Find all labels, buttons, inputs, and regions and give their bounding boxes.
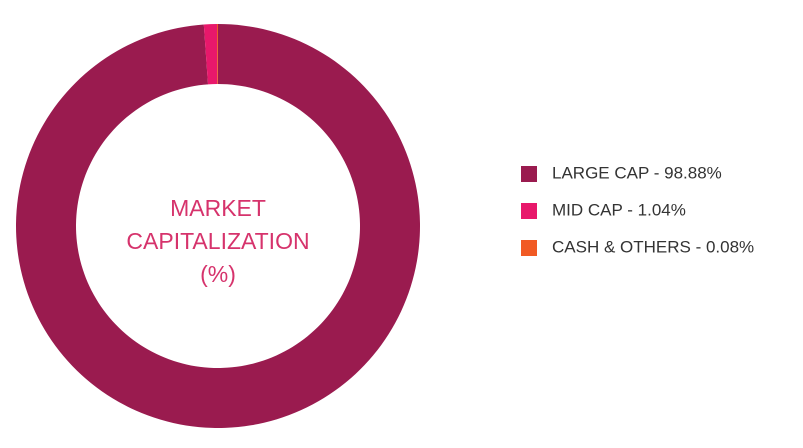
legend-swatch bbox=[521, 166, 537, 182]
chart-title: MARKET CAPITALIZATION (%) bbox=[126, 195, 310, 287]
donut-slice bbox=[16, 24, 420, 428]
legend-label: MID CAP - 1.04% bbox=[552, 200, 686, 219]
legend-swatch bbox=[521, 240, 537, 256]
legend-label: CASH & OTHERS - 0.08% bbox=[552, 237, 754, 256]
donut-slice bbox=[216, 24, 218, 85]
donut-slice bbox=[203, 24, 218, 85]
legend-label: LARGE CAP - 98.88% bbox=[552, 163, 722, 182]
legend-swatch bbox=[521, 203, 537, 219]
